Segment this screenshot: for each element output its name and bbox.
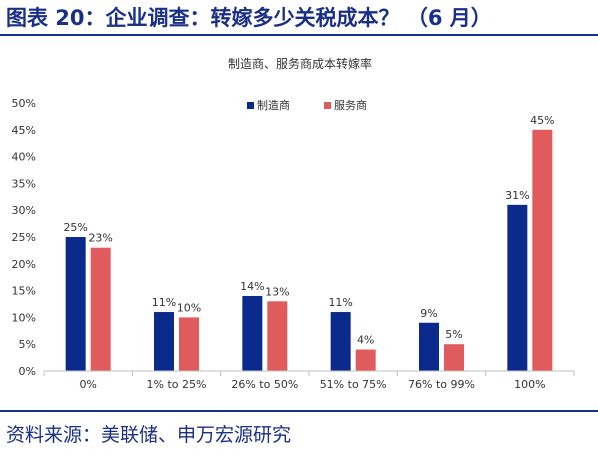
- legend-swatch-series-1: [247, 102, 254, 109]
- y-tick-label: 10%: [12, 311, 36, 324]
- y-tick-label: 5%: [19, 338, 36, 351]
- bar-value-label: 25%: [63, 221, 87, 234]
- bar-series-2: [90, 247, 111, 371]
- x-tick-label: 0%: [79, 378, 96, 391]
- bar-series-2: [179, 317, 199, 371]
- bar-value-label: 4%: [357, 334, 374, 347]
- bar-series-2: [355, 349, 376, 371]
- bar-value-label: 11%: [152, 296, 176, 309]
- figure-title: 图表 20：企业调查：转嫁多少关税成本？ （6 月）: [6, 6, 492, 30]
- bars: 25%23%11% 10%14% 13%11%4%9%5%31%45%: [63, 114, 555, 371]
- title-divider: [0, 34, 598, 36]
- bar-value-label: 11%: [328, 296, 352, 309]
- bar-series-2: [267, 301, 288, 371]
- source-note: 资料来源：美联储、申万宏源研究: [6, 424, 292, 446]
- bar-series-1: [419, 322, 439, 371]
- legend: 制造商 服务商: [247, 98, 367, 112]
- bar-value-label: 10%: [177, 301, 201, 314]
- bar-value-label: 31%: [505, 189, 529, 202]
- y-tick-label: 35%: [12, 177, 36, 190]
- bar-value-label: 5%: [445, 328, 462, 341]
- bar-series-1: [330, 312, 351, 371]
- y-tick-label: 45%: [12, 124, 36, 137]
- x-tick-label: 26% to 50%: [231, 378, 298, 391]
- y-tick-label: 40%: [12, 151, 36, 164]
- legend-swatch-series-2: [324, 102, 331, 109]
- x-tick-label: 51% to 75%: [320, 378, 387, 391]
- legend-label-series-1: 制造商: [257, 98, 290, 112]
- bar-chart: 制造商、服务商成本转嫁率 0% 5% 10% 15% 20% 25% 30% 35% 40% 45…: [12, 56, 575, 391]
- bar-series-1: [65, 237, 86, 371]
- bar-value-label: 23%: [88, 232, 112, 245]
- y-axis: 0% 5% 10% 15% 20% 25% 30% 35% 40% 45% 50%: [12, 97, 36, 378]
- bar-series-2: [444, 344, 464, 371]
- x-tick-label: 1% to 25%: [147, 378, 207, 391]
- y-tick-label: 25%: [12, 231, 36, 244]
- y-tick-label: 20%: [12, 258, 36, 271]
- source-divider: [0, 410, 598, 412]
- x-axis: 0% 1% to 25% 26% to 50% 51% to 75% 76% to 99…: [43, 370, 575, 391]
- y-tick-label: 0%: [19, 365, 36, 378]
- y-tick-label: 50%: [12, 97, 36, 110]
- bar-value-label: 13%: [265, 285, 289, 298]
- bar-value-label: 14%: [240, 280, 264, 293]
- x-tick-label: 100%: [514, 378, 545, 391]
- bar-value-label: 45%: [530, 114, 554, 127]
- bar-series-1: [154, 312, 174, 371]
- bar-series-1: [507, 204, 528, 371]
- chart-title: 制造商、服务商成本转嫁率: [228, 56, 372, 71]
- bar-series-1: [242, 295, 263, 371]
- y-tick-label: 15%: [12, 285, 36, 298]
- legend-label-series-2: 服务商: [334, 98, 367, 112]
- bar-value-label: 9%: [420, 307, 437, 320]
- y-tick-label: 30%: [12, 204, 36, 217]
- x-tick-label: 76% to 99%: [408, 378, 475, 391]
- bar-series-2: [532, 129, 553, 371]
